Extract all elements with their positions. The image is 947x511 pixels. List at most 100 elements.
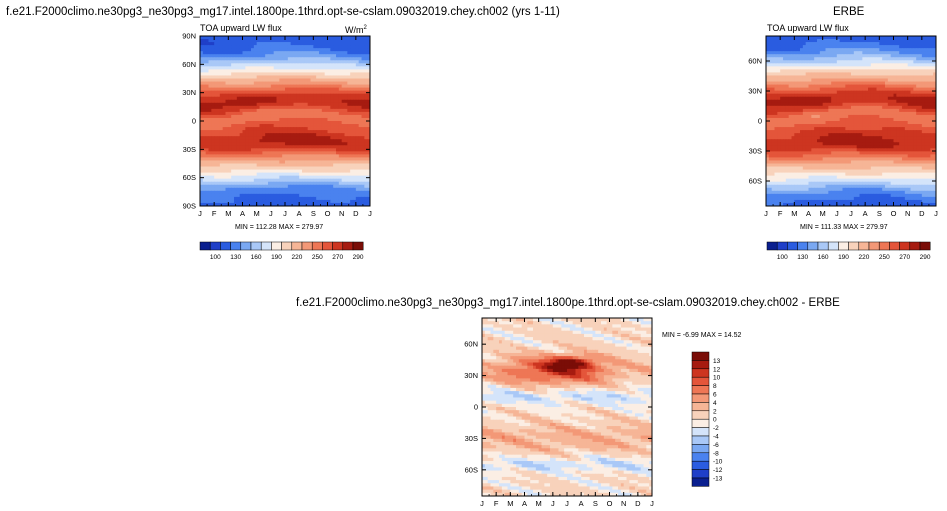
heatmap-cell	[338, 63, 343, 67]
heatmap-cell	[333, 199, 337, 204]
heatmap-cell	[341, 69, 345, 73]
heatmap-cell	[367, 84, 371, 89]
heatmap-cell	[788, 105, 792, 110]
heatmap-cell	[316, 114, 320, 119]
heatmap-cell	[256, 66, 260, 70]
heatmap-cell	[205, 45, 209, 49]
heatmap-cell	[262, 66, 266, 70]
heatmap-cell	[353, 81, 357, 85]
heatmap-cell	[910, 72, 914, 76]
heatmap-cell	[907, 57, 911, 61]
heatmap-cell	[256, 187, 260, 192]
model-panel-title: f.e21.F2000climo.ne30pg3_ne30pg3_mg17.in…	[6, 6, 560, 18]
heatmap-cell	[927, 57, 931, 61]
heatmap-cell	[344, 199, 348, 204]
heatmap-cell	[276, 48, 280, 52]
heatmap-cell	[330, 99, 334, 104]
heatmap-cell	[234, 130, 238, 134]
heatmap-cell	[842, 63, 846, 67]
heatmap-cell	[302, 78, 306, 82]
heatmap-cell	[321, 166, 326, 170]
heatmap-cell	[293, 157, 297, 161]
heatmap-cell	[783, 96, 787, 101]
heatmap-cell	[310, 81, 314, 85]
heatmap-cell	[285, 45, 289, 49]
heatmap-cell	[273, 93, 277, 98]
heatmap-cell	[321, 202, 326, 207]
heatmap-cell	[302, 121, 306, 125]
heatmap-cell	[296, 163, 300, 167]
heatmap-cell	[851, 69, 855, 73]
heatmap-cell	[293, 142, 297, 146]
heatmap-cell	[205, 196, 209, 201]
heatmap-cell	[205, 199, 209, 204]
heatmap-cell	[907, 51, 911, 55]
heatmap-cell	[287, 133, 292, 137]
heatmap-cell	[873, 105, 877, 110]
heatmap-cell	[299, 136, 303, 140]
heatmap-cell	[219, 178, 224, 183]
heatmap-cell	[811, 57, 815, 61]
heatmap-cell	[347, 102, 351, 107]
heatmap-cell	[899, 75, 903, 79]
heatmap-cell	[862, 48, 866, 52]
heatmap-cell	[321, 111, 326, 116]
heatmap-cell	[364, 102, 368, 107]
heatmap-cell	[219, 69, 224, 73]
heatmap-cell	[836, 51, 841, 55]
heatmap-cell	[245, 111, 249, 116]
heatmap-cell	[202, 172, 207, 177]
heatmap-cell	[836, 45, 841, 49]
heatmap-cell	[913, 48, 917, 52]
heatmap-cell	[822, 81, 826, 85]
heatmap-cell	[333, 45, 337, 49]
heatmap-cell	[262, 127, 266, 131]
heatmap-cell	[836, 93, 841, 98]
heatmap-cell	[364, 48, 368, 52]
heatmap-cell	[205, 48, 209, 52]
heatmap-cell	[276, 39, 280, 43]
heatmap-cell	[361, 178, 365, 183]
heatmap-cell	[347, 36, 351, 40]
heatmap-cell	[814, 51, 818, 55]
heatmap-cell	[367, 45, 371, 49]
heatmap-cell	[234, 63, 238, 67]
heatmap-cell	[890, 72, 894, 76]
heatmap-cell	[819, 99, 824, 104]
heatmap-cell	[287, 166, 292, 170]
heatmap-cell	[319, 121, 323, 125]
heatmap-cell	[217, 66, 221, 70]
heatmap-cell	[853, 87, 858, 92]
heatmap-cell	[304, 81, 309, 85]
heatmap-cell	[217, 69, 221, 73]
heatmap-cell	[205, 72, 209, 76]
heatmap-cell	[927, 51, 931, 55]
heatmap-cell	[353, 63, 357, 67]
heatmap-cell	[777, 48, 781, 52]
heatmap-cell	[256, 93, 260, 98]
heatmap-cell	[811, 93, 815, 98]
heatmap-cell	[202, 202, 207, 207]
heatmap-cell	[287, 187, 292, 192]
heatmap-cell	[805, 60, 809, 64]
heatmap-cell	[214, 166, 218, 170]
heatmap-cell	[299, 199, 303, 204]
heatmap-cell	[270, 145, 275, 149]
heatmap-cell	[321, 108, 326, 113]
heatmap-cell	[270, 199, 275, 204]
heatmap-cell	[225, 187, 229, 192]
heatmap-cell	[222, 121, 226, 125]
heatmap-cell	[350, 163, 354, 167]
heatmap-cell	[904, 60, 909, 64]
heatmap-cell	[313, 178, 317, 183]
heatmap-cell	[225, 87, 229, 92]
heatmap-cell	[907, 48, 911, 52]
heatmap-cell	[333, 117, 337, 122]
heatmap-cell	[361, 84, 365, 89]
heatmap-cell	[302, 172, 306, 177]
heatmap-cell	[273, 196, 277, 201]
heatmap-cell	[310, 175, 314, 180]
heatmap-cell	[361, 87, 365, 92]
heatmap-cell	[253, 102, 258, 107]
heatmap-cell	[839, 90, 843, 95]
